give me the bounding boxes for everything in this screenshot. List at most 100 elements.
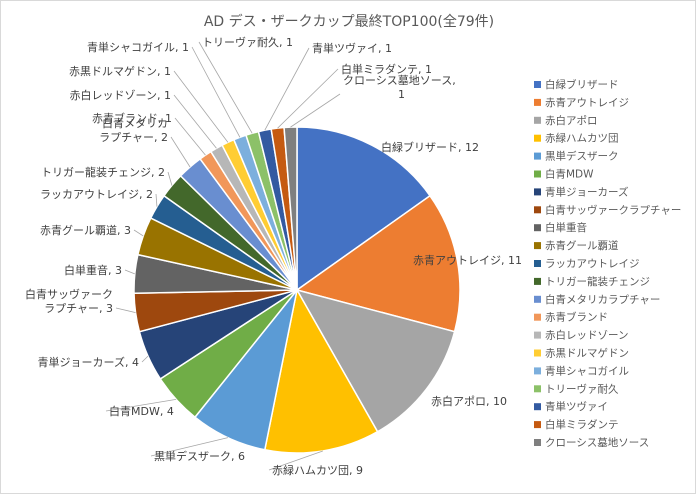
legend-label: 赤黒ドルマゲドン [545,348,629,360]
legend-item: 赤黒ドルマゲドン [534,348,629,360]
data-label: 白青サッヴァークラプチャー, 3 [25,287,113,315]
data-label: 白青メタリカラプチャー, 2 [99,116,168,144]
legend-item: トリガー龍装チェンジ [534,275,650,288]
leader-line [105,398,177,412]
legend-swatch [534,116,541,124]
data-label: 赤白アポロ, 10 [431,394,507,408]
legend-swatch [534,134,541,142]
leader-line [133,229,144,237]
legend-item: 白単重音 [534,221,587,234]
legend-swatch [534,242,541,250]
leader-line [124,269,135,275]
legend-swatch [534,224,541,232]
data-label: 赤青ブランド, 1 [92,111,172,125]
legend-swatch [534,403,541,411]
legend-item: 黒単デスザーク [534,150,619,163]
data-label: 赤黒ドルマゲドン, 1 [69,65,171,78]
data-label: 白緑ブリザード, 12 [381,140,479,154]
legend-swatch [534,98,541,106]
legend-item: 白緑ブリザード [534,78,619,91]
legend-label: 青単シャコガイル [545,364,629,377]
legend-swatch [534,188,541,196]
legend-item: 白青メタリカラプチャー [534,293,660,306]
legend-label: 赤白アポロ [545,114,598,127]
legend-label: トリガー龍装チェンジ [545,275,650,288]
data-label: 青単ツヴァイ, 1 [312,41,392,55]
legend-swatch [534,385,541,393]
legend-swatch [534,331,541,339]
leader-line [277,68,339,129]
legend-item: 青単ツヴァイ [534,400,608,413]
data-label: 青単シャコガイル, 1 [87,40,189,54]
pie-slice [296,126,432,292]
leader-line [173,70,229,143]
legend-item: 青単ジョーカーズ [534,185,628,198]
legend-label: 青単ジョーカーズ [545,185,628,198]
legend-label: 黒単デスザーク [545,150,619,163]
legend-label: 白青MDW [545,168,594,181]
pie-slice [295,288,456,433]
data-labels: 白緑ブリザード, 12 赤青アウトレイジ, 11 赤白アポロ, 10 赤緑ハムカツ団,… [25,35,522,477]
data-label: 黒単デスザーク, 6 [154,449,245,463]
data-label: トリガー龍装チェンジ, 2 [41,165,165,179]
legend-label: 白緑ブリザード [545,78,619,91]
pie-slice [295,194,461,333]
data-label: 赤緑ハムカツ団, 9 [272,463,363,477]
legend-swatch [534,152,541,160]
leader-line [290,93,341,128]
legend-label: クローシス墓地ソース [545,436,649,449]
data-label: ラッカアウトレイジ, 2 [40,188,153,201]
chart-title: AD デス・ザークカップ最終TOP100(全79件) [204,13,494,30]
legend-label: 青単ツヴァイ [545,400,608,413]
legend-item: 赤白アポロ [534,114,598,127]
pie-slices [133,126,461,454]
leader-line [167,171,173,186]
legend-label: 赤緑ハムカツ団 [545,132,619,145]
data-label: 赤青グール覇道, 3 [40,223,131,237]
data-label: 赤白レッドゾーン, 1 [70,88,171,102]
legend-label: トリーヴァ耐久 [545,382,619,395]
legend-label: 白単ミラダンテ [545,418,619,431]
legend-item: トリーヴァ耐久 [534,382,619,395]
legend-label: 赤青グール覇道 [545,239,619,252]
leader-line [170,136,191,168]
legend-label: 白青メタリカラプチャー [545,293,660,306]
legend-swatch [534,367,541,375]
legend-swatch [534,260,541,267]
legend-swatch [534,206,541,214]
legend-item: 青単シャコガイル [534,364,629,377]
leader-line [150,437,229,457]
legend-item: 白単ミラダンテ [534,418,619,431]
legend-item: ラッカアウトレイジ [534,258,640,270]
leader-line [155,193,158,207]
legend-swatch [534,81,541,88]
data-label: 白単重音, 3 [64,263,122,277]
legend-label: 赤青アウトレイジ [545,96,629,109]
data-label: 白青MDW, 4 [109,404,174,418]
leader-line [198,41,253,134]
data-label: 白単ミラダンテ, 1 [341,62,432,76]
legend-swatch [534,277,541,285]
leader-line [115,307,136,314]
legend-label: 赤青ブランド [545,311,608,324]
legend-swatch [534,349,541,357]
legend-label: 白青サッヴァークラプチャー [545,203,681,216]
data-label: トリーヴァ耐久, 1 [202,35,293,49]
pie-slice [263,287,379,454]
legend-swatch [534,170,541,178]
legend-item: 赤緑ハムカツ団 [534,132,619,145]
leader-line [141,355,149,363]
leader-line [173,94,217,149]
leader-line [264,47,310,131]
legend-swatch [534,295,541,303]
leader-line [268,450,323,471]
data-label: 赤青アウトレイジ, 11 [413,254,522,267]
legend-item: 赤青グール覇道 [534,239,619,252]
legend-item: 赤青ブランド [534,311,608,324]
legend-label: 赤白レッドゾーン [545,329,628,342]
legend-item: 赤青アウトレイジ [534,96,629,109]
leader-lines [105,41,341,471]
